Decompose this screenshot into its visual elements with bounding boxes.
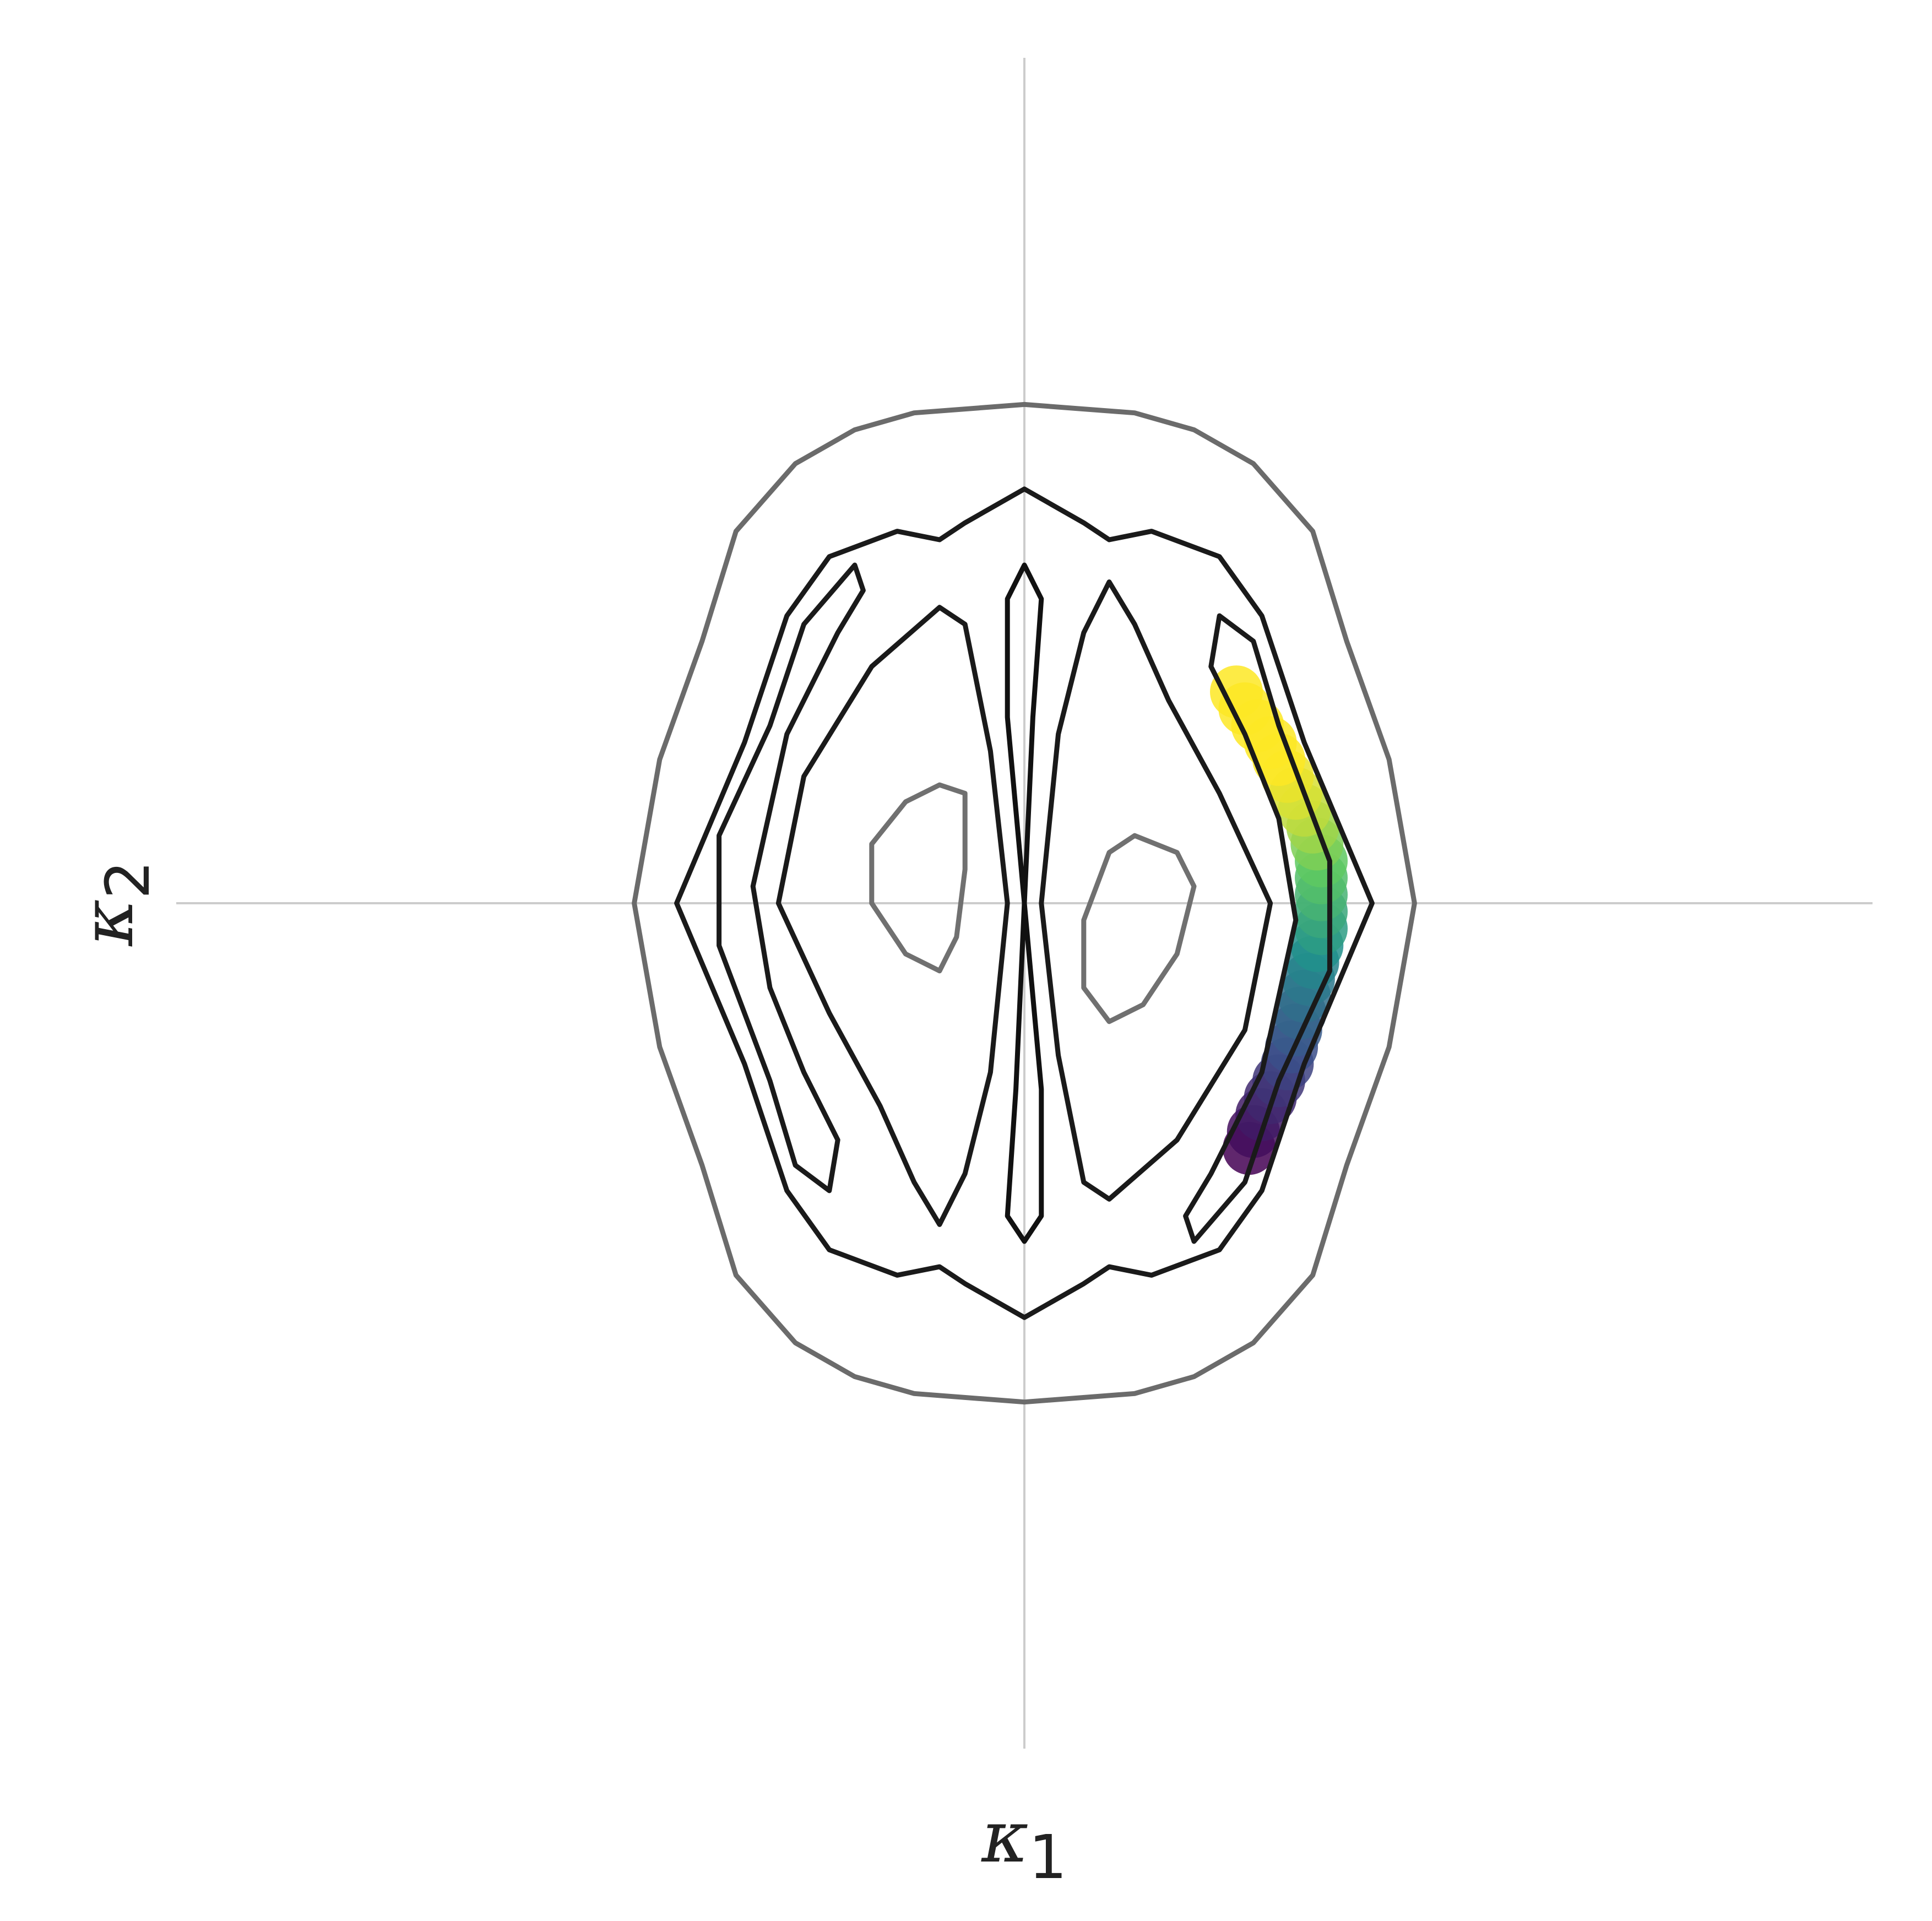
contour-mid xyxy=(674,486,1375,1320)
scatter-point-27 xyxy=(1210,665,1263,719)
contour-outer xyxy=(632,401,1417,1405)
contour-core-left xyxy=(869,782,968,974)
contour-spindle xyxy=(1005,562,1044,1244)
x-axis-label: κ1 xyxy=(980,1795,1067,1892)
contour-lobe-right xyxy=(1039,579,1273,1202)
density-contours xyxy=(632,401,1417,1405)
scatter-points xyxy=(1210,665,1348,1175)
contour-inner-right xyxy=(1183,613,1332,1244)
contour-lobe-left xyxy=(775,605,1010,1227)
contour-inner-left xyxy=(717,562,866,1193)
y-axis-label: κ2 xyxy=(66,860,163,947)
contour-core-right xyxy=(1081,833,1197,1024)
